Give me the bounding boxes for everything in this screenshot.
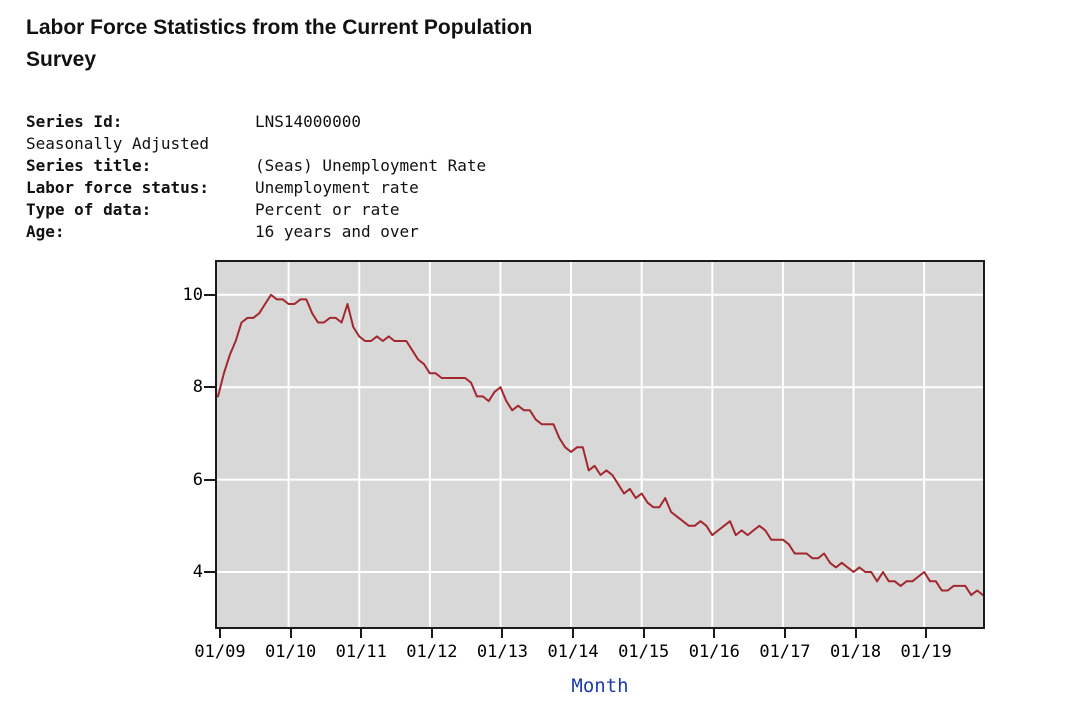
y-tick-label: 6 — [192, 469, 203, 490]
metadata-row-labor-force-status: Labor force status: Unemployment rate — [26, 177, 486, 199]
metadata-row-age: Age: 16 years and over — [26, 221, 486, 243]
x-tick — [713, 629, 716, 638]
metadata-row-series-title: Series title: (Seas) Unemployment Rate — [26, 155, 486, 177]
metadata-row-type-of-data: Type of data: Percent or rate — [26, 199, 486, 221]
metadata-value: 16 years and over — [255, 222, 419, 241]
x-tick-label: 01/10 — [265, 642, 317, 662]
metadata-label: Age: — [26, 222, 65, 241]
x-tick-label: 01/12 — [406, 642, 458, 662]
x-tick-label: 01/18 — [829, 642, 882, 662]
y-tick — [204, 478, 215, 481]
y-tick — [204, 293, 215, 296]
y-tick — [204, 571, 215, 574]
metadata-value: Percent or rate — [255, 200, 400, 219]
x-tick-label: 01/15 — [618, 642, 670, 662]
x-tick-label: 01/14 — [547, 642, 599, 662]
x-tick-label: 01/09 — [194, 642, 246, 662]
x-tick-label: 01/19 — [900, 642, 952, 662]
metadata-value: Unemployment rate — [255, 178, 419, 197]
x-tick — [289, 629, 292, 638]
x-tick-label: 01/16 — [688, 642, 740, 662]
x-tick — [219, 629, 221, 638]
metadata-row-series-id: Series Id: LNS14000000 — [26, 111, 486, 133]
series-metadata: Series Id: LNS14000000 Seasonally Adjust… — [26, 111, 486, 243]
x-tick — [925, 629, 928, 638]
x-tick — [642, 629, 645, 638]
x-tick — [854, 629, 857, 638]
unemployment-rate-line — [217, 293, 983, 597]
x-tick — [360, 629, 363, 638]
x-tick — [572, 629, 575, 638]
metadata-label: Series Id: — [26, 112, 123, 131]
x-tick-label: 01/17 — [759, 642, 811, 662]
x-tick — [501, 629, 504, 638]
y-tick — [204, 386, 215, 389]
x-axis-title: Month — [571, 675, 629, 697]
metadata-value: LNS14000000 — [255, 112, 361, 131]
x-tick-label: 01/13 — [476, 642, 529, 662]
page-title: Labor Force Statistics from the Current … — [26, 16, 533, 71]
y-tick-label: 8 — [192, 377, 203, 398]
y-tick-label: 10 — [182, 284, 203, 305]
metadata-row-seasonally-adjusted: Seasonally Adjusted — [26, 133, 486, 155]
metadata-value: (Seas) Unemployment Rate — [255, 156, 487, 175]
plot-area — [217, 262, 983, 627]
metadata-label: Series title: — [26, 156, 152, 175]
x-tick — [783, 629, 786, 638]
metadata-label: Type of data: — [26, 200, 152, 219]
x-tick-label: 01/11 — [335, 642, 387, 662]
unemployment-rate-chart: Month 10 8 6 4 01/09 01/10 01/11 01/12 01/13 01/1… — [183, 260, 985, 697]
metadata-label: Labor force status: — [26, 178, 210, 197]
y-tick-label: 4 — [192, 562, 203, 583]
metadata-label: Seasonally Adjusted — [26, 134, 210, 153]
x-tick — [430, 629, 433, 638]
